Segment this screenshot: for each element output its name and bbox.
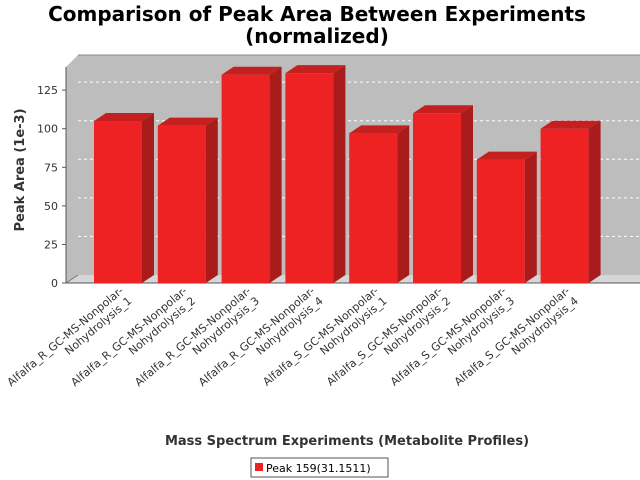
bar [349,125,410,283]
legend-box [250,457,389,478]
x-axis-label: Mass Spectrum Experiments (Metabolite Pr… [165,434,529,449]
bar-top [476,151,537,160]
y-tick-label: 25 [44,238,58,251]
y-tick-label: 100 [37,123,58,136]
bar-side [333,65,346,284]
bar-front [476,159,525,283]
bar-top [157,117,218,126]
floor-front-edge [65,274,79,284]
y-axis-label: Peak Area (1e-3) [13,108,28,231]
bar [157,117,218,283]
bar-front [413,113,461,284]
bar [413,105,473,284]
bar-front [221,74,270,283]
bar [540,120,601,283]
bar-side [461,105,473,284]
bar-front [349,133,398,283]
bar-side [588,120,601,283]
bar [476,151,537,283]
y-axis-ticks: 0 25 50 75 100 125 [37,84,66,290]
bar-top [285,65,346,74]
x-axis-category-labels: Alfalfa_R_GC-MS-Nonpolar-Nohydrolysis_1A… [5,284,581,389]
chart-subtitle: (normalized) [245,24,389,48]
y-tick-label: 125 [37,84,58,97]
y-tick-label: 75 [44,161,58,174]
y-tick-label: 0 [51,277,58,290]
bar [221,66,282,283]
legend: Peak 159(31.1511) [250,457,389,478]
bar-side [205,117,218,283]
bar [94,113,154,283]
bar [285,65,346,284]
bar-side [269,66,282,283]
x-category-label-line: Alfalfa_R_GC-MS-Nonpolar- [5,284,126,389]
bar-front [94,121,142,283]
bar-top [221,66,282,75]
bar-front [285,73,334,284]
bar-top [413,105,473,114]
bar-front [157,125,206,283]
bar-side [524,151,537,283]
legend-swatch [255,463,263,471]
bar-top [540,120,601,129]
bar-side [142,113,154,283]
y-tick-label: 50 [44,200,58,213]
chart-title: Comparison of Peak Area Between Experime… [48,2,586,26]
bar-top [349,125,410,134]
bar-front [540,128,589,283]
bar-series [94,65,601,284]
legend-label: Peak 159(31.1511) [266,462,371,475]
bar-side [397,125,410,283]
bar-top [94,113,154,121]
